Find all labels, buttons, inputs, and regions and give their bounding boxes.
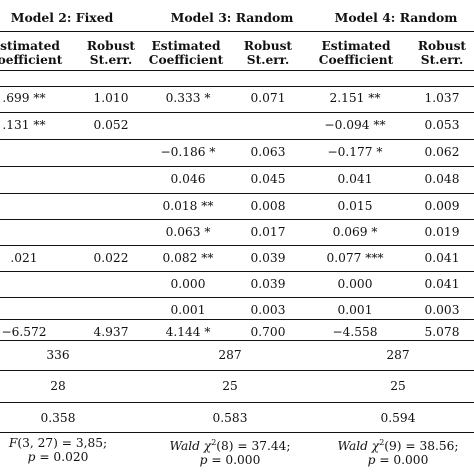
row-4-col-5: 0.041 [337, 172, 373, 186]
row-8-col-4: 0.039 [250, 277, 286, 291]
row-separator-1 [0, 112, 474, 113]
row-7-col-2: 0.022 [93, 251, 129, 265]
row-7-col-6: 0.041 [424, 251, 460, 265]
model-2-groups: 28 [50, 379, 66, 393]
row-separator-8 [0, 297, 474, 298]
row-3-col-3: −0.186 * [160, 145, 216, 159]
row-7-col-3: 0.082 ** [162, 251, 214, 265]
row-6-col-3: 0.063 * [165, 225, 211, 239]
row-separator-3 [0, 166, 474, 167]
row-3-col-5: −0.177 * [327, 145, 383, 159]
row-6-col-5: 0.069 * [332, 225, 378, 239]
summary-rule-4 [0, 432, 474, 433]
row-9-col-3: 0.001 [170, 303, 206, 317]
row-8-col-3: 0.000 [170, 277, 206, 291]
body-rule [0, 86, 474, 87]
row-4-col-3: 0.046 [170, 172, 206, 186]
model-3-wald-test: Wald χ2(8) = 37.44; p = 0.000 [169, 438, 291, 468]
model-4-groups: 25 [390, 379, 406, 393]
row-1-col-6: 1.037 [424, 91, 460, 105]
header-rule [0, 31, 474, 32]
row-constant-col-6: 5.078 [424, 325, 460, 339]
model-2-observations: 336 [46, 348, 70, 362]
model-2-robust-header: Robust St.err. [86, 39, 136, 67]
row-5-col-4: 0.008 [250, 199, 286, 213]
row-separator-7 [0, 271, 474, 272]
model-4-estimate-header: Estimated Coefficient [318, 39, 394, 67]
summary-rule-3 [0, 402, 474, 403]
row-constant-col-5: −4.558 [332, 325, 378, 339]
summary-rule [0, 340, 474, 341]
row-1-col-1: .699 ** [2, 91, 46, 105]
row-9-col-6: 0.003 [424, 303, 460, 317]
row-7-col-5: 0.077 *** [326, 251, 384, 265]
row-1-col-3: 0.333 * [165, 91, 211, 105]
row-constant-col-4: 0.700 [250, 325, 286, 339]
model-4-wald-test: Wald χ2(9) = 38.56; p = 0.000 [337, 438, 459, 468]
row-2-col-6: 0.053 [424, 118, 460, 132]
row-7-col-1: .021 [10, 251, 38, 265]
row-5-col-3: 0.018 ** [162, 199, 214, 213]
model-2-f-test: F(3, 27) = 3,85; p = 0.020 [8, 436, 108, 464]
row-1-col-5: 2.151 ** [329, 91, 381, 105]
row-separator-2 [0, 139, 474, 140]
row-8-col-5: 0.000 [337, 277, 373, 291]
row-5-col-6: 0.009 [424, 199, 460, 213]
row-7-col-4: 0.039 [250, 251, 286, 265]
row-separator-9 [0, 319, 474, 320]
row-separator-5 [0, 219, 474, 220]
row-4-col-6: 0.048 [424, 172, 460, 186]
model-2-estimate-header: stimated oefficient [0, 39, 63, 67]
row-constant-col-1: −6.572 [1, 325, 47, 339]
model-3-estimate-header: Estimated Coefficient [148, 39, 224, 67]
model-2-header: Model 2: Fixed [10, 10, 114, 25]
row-3-col-6: 0.062 [424, 145, 460, 159]
model-2-r-squared: 0.358 [40, 411, 76, 425]
row-9-col-5: 0.001 [337, 303, 373, 317]
row-2-col-5: −0.094 ** [324, 118, 386, 132]
row-6-col-4: 0.017 [250, 225, 286, 239]
model-3-header: Model 3: Random [170, 10, 294, 25]
row-4-col-4: 0.045 [250, 172, 286, 186]
row-8-col-6: 0.041 [424, 277, 460, 291]
row-1-col-2: 1.010 [93, 91, 129, 105]
row-separator-4 [0, 193, 474, 194]
row-separator-6 [0, 245, 474, 246]
model-4-observations: 287 [386, 348, 410, 362]
subheader-rule [0, 70, 474, 71]
row-constant-col-2: 4.937 [93, 325, 129, 339]
row-3-col-4: 0.063 [250, 145, 286, 159]
summary-rule-2 [0, 370, 474, 371]
model-3-groups: 25 [222, 379, 238, 393]
model-4-header: Model 4: Random [334, 10, 458, 25]
model-3-robust-header: Robust St.err. [243, 39, 293, 67]
model-3-r-squared: 0.583 [212, 411, 248, 425]
model-3-observations: 287 [218, 348, 242, 362]
row-constant-col-3: 4.144 * [165, 325, 211, 339]
row-5-col-5: 0.015 [337, 199, 373, 213]
row-6-col-6: 0.019 [424, 225, 460, 239]
model-4-r-squared: 0.594 [380, 411, 416, 425]
row-1-col-4: 0.071 [250, 91, 286, 105]
model-4-robust-header: Robust St.err. [417, 39, 467, 67]
row-2-col-1: .131 ** [2, 118, 46, 132]
row-2-col-2: 0.052 [93, 118, 129, 132]
row-9-col-4: 0.003 [250, 303, 286, 317]
